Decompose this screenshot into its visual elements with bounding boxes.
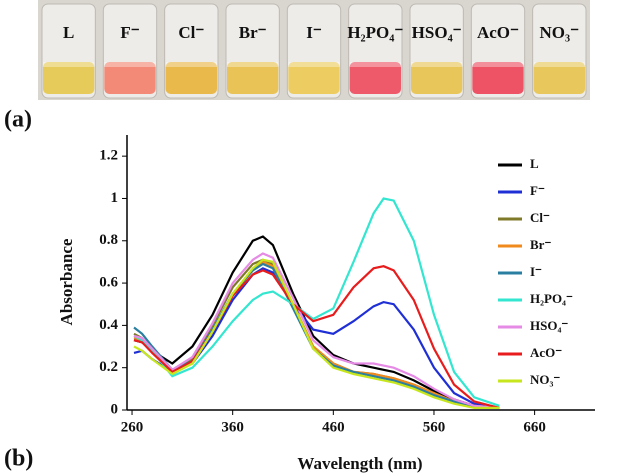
- legend-label: AcO⁻: [530, 345, 562, 360]
- y-tick-label: 0.4: [99, 317, 118, 333]
- y-tick-label: 0.8: [99, 232, 118, 248]
- vial-label: L: [63, 23, 74, 42]
- y-tick-label: 0.2: [99, 359, 118, 375]
- series-line: [134, 266, 499, 408]
- legend-label: Cl⁻: [530, 210, 550, 225]
- series-line: [134, 260, 499, 408]
- y-axis-title: Absorbance: [57, 238, 76, 325]
- x-tick-label: 360: [221, 419, 244, 435]
- legend-label: L: [530, 156, 539, 171]
- x-axis-title: Wavelength (nm): [297, 454, 422, 473]
- legend-label: Br⁻: [530, 237, 551, 252]
- vial-meniscus: [104, 62, 155, 67]
- vial-label: F⁻: [120, 23, 139, 42]
- legend-label: F⁻: [530, 183, 545, 198]
- x-tick-label: 660: [523, 419, 546, 435]
- vial-meniscus: [43, 62, 94, 67]
- panel-label: (b): [4, 446, 33, 472]
- vial-label: H₂PO₄⁻: [347, 23, 403, 42]
- legend-label: NO₃⁻: [530, 372, 560, 387]
- legend-label: I⁻: [530, 264, 542, 279]
- x-tick-label: 460: [322, 419, 345, 435]
- x-tick-label: 560: [423, 419, 446, 435]
- vial-label: AcO⁻: [477, 23, 519, 42]
- legend-label: H₂PO₄⁻: [530, 291, 573, 306]
- vial-meniscus: [411, 62, 462, 67]
- figure: (a) (b) Wavelength (nm) Absorbance L F⁻ Cl…: [0, 0, 623, 475]
- vial-label: HSO₄⁻: [412, 23, 462, 42]
- y-tick-label: 1.2: [99, 148, 118, 164]
- vial-meniscus: [534, 62, 585, 67]
- x-tick-label: 260: [121, 419, 144, 435]
- legend-label: HSO₄⁻: [530, 318, 568, 333]
- panel-label: (a): [4, 107, 32, 133]
- vial-meniscus: [472, 62, 523, 67]
- vial-label: I⁻: [306, 23, 322, 42]
- vial-label: Br⁻: [239, 23, 267, 42]
- vial-meniscus: [166, 62, 217, 67]
- y-tick-label: 0: [111, 401, 119, 417]
- y-tick-label: 0.6: [99, 275, 118, 291]
- series-line: [134, 262, 499, 408]
- vial-meniscus: [227, 62, 278, 67]
- vial-meniscus: [288, 62, 339, 67]
- series-line: [134, 264, 499, 408]
- series-line: [134, 199, 499, 406]
- y-tick-label: 1: [111, 190, 119, 206]
- vial-meniscus: [350, 62, 401, 67]
- vial-label: NO₃⁻: [540, 23, 580, 42]
- series-line: [134, 260, 499, 408]
- vial-label: Cl⁻: [178, 23, 204, 42]
